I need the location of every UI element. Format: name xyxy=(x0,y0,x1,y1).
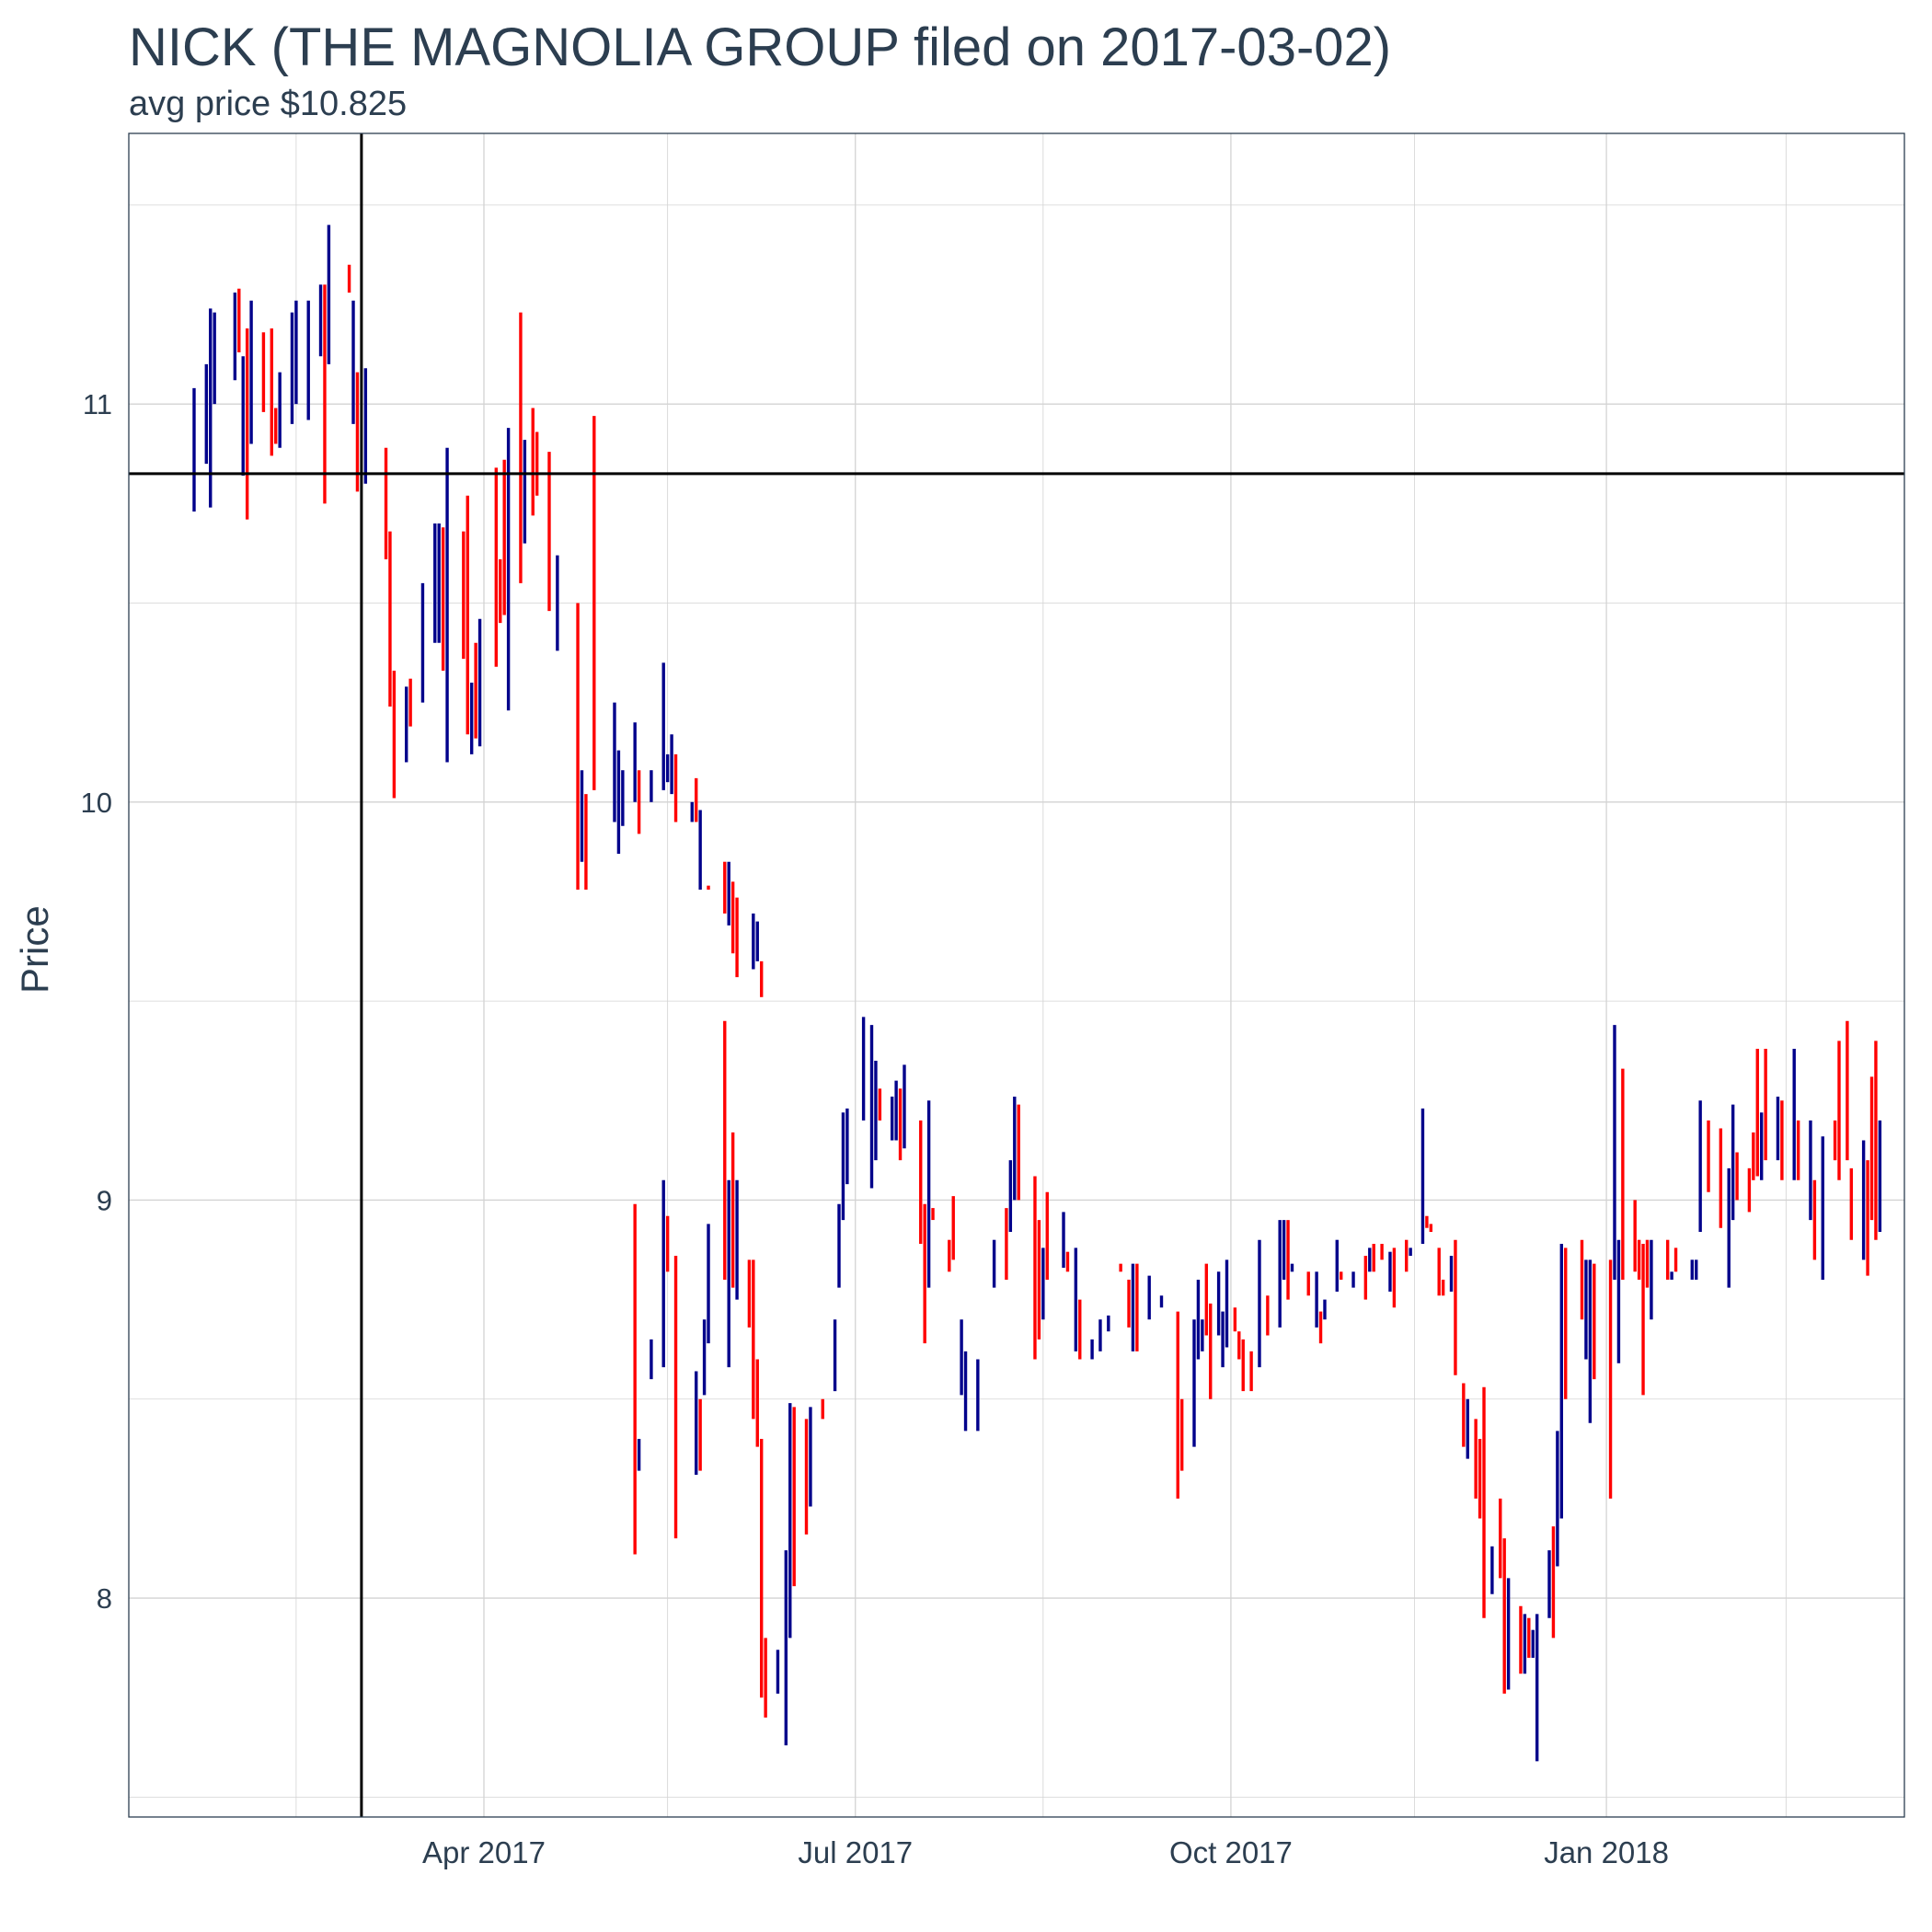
ohlc-bars xyxy=(192,224,1882,1762)
x-tick-label: Oct 2017 xyxy=(1169,1835,1293,1869)
reference-lines xyxy=(129,133,1904,1817)
y-tick-label: 8 xyxy=(97,1582,112,1615)
y-tick-label: 10 xyxy=(81,787,112,819)
x-tick-label: Jan 2018 xyxy=(1544,1835,1669,1869)
y-tick-label: 9 xyxy=(97,1184,112,1216)
grid-layer xyxy=(129,133,1904,1817)
axis-labels: 8 9 10 11 Apr 2017 Jul 2017 Oct 2017 Jan 2018 xyxy=(81,388,1669,1869)
y-tick-label: 11 xyxy=(83,388,112,420)
chart-subtitle: avg price $10.825 xyxy=(129,85,408,123)
x-tick-label: Jul 2017 xyxy=(798,1835,913,1869)
chart-title: NICK (THE MAGNOLIA GROUP filed on 2017-0… xyxy=(129,17,1392,77)
x-tick-label: Apr 2017 xyxy=(422,1835,546,1869)
plot-panel-border xyxy=(128,132,1905,1818)
